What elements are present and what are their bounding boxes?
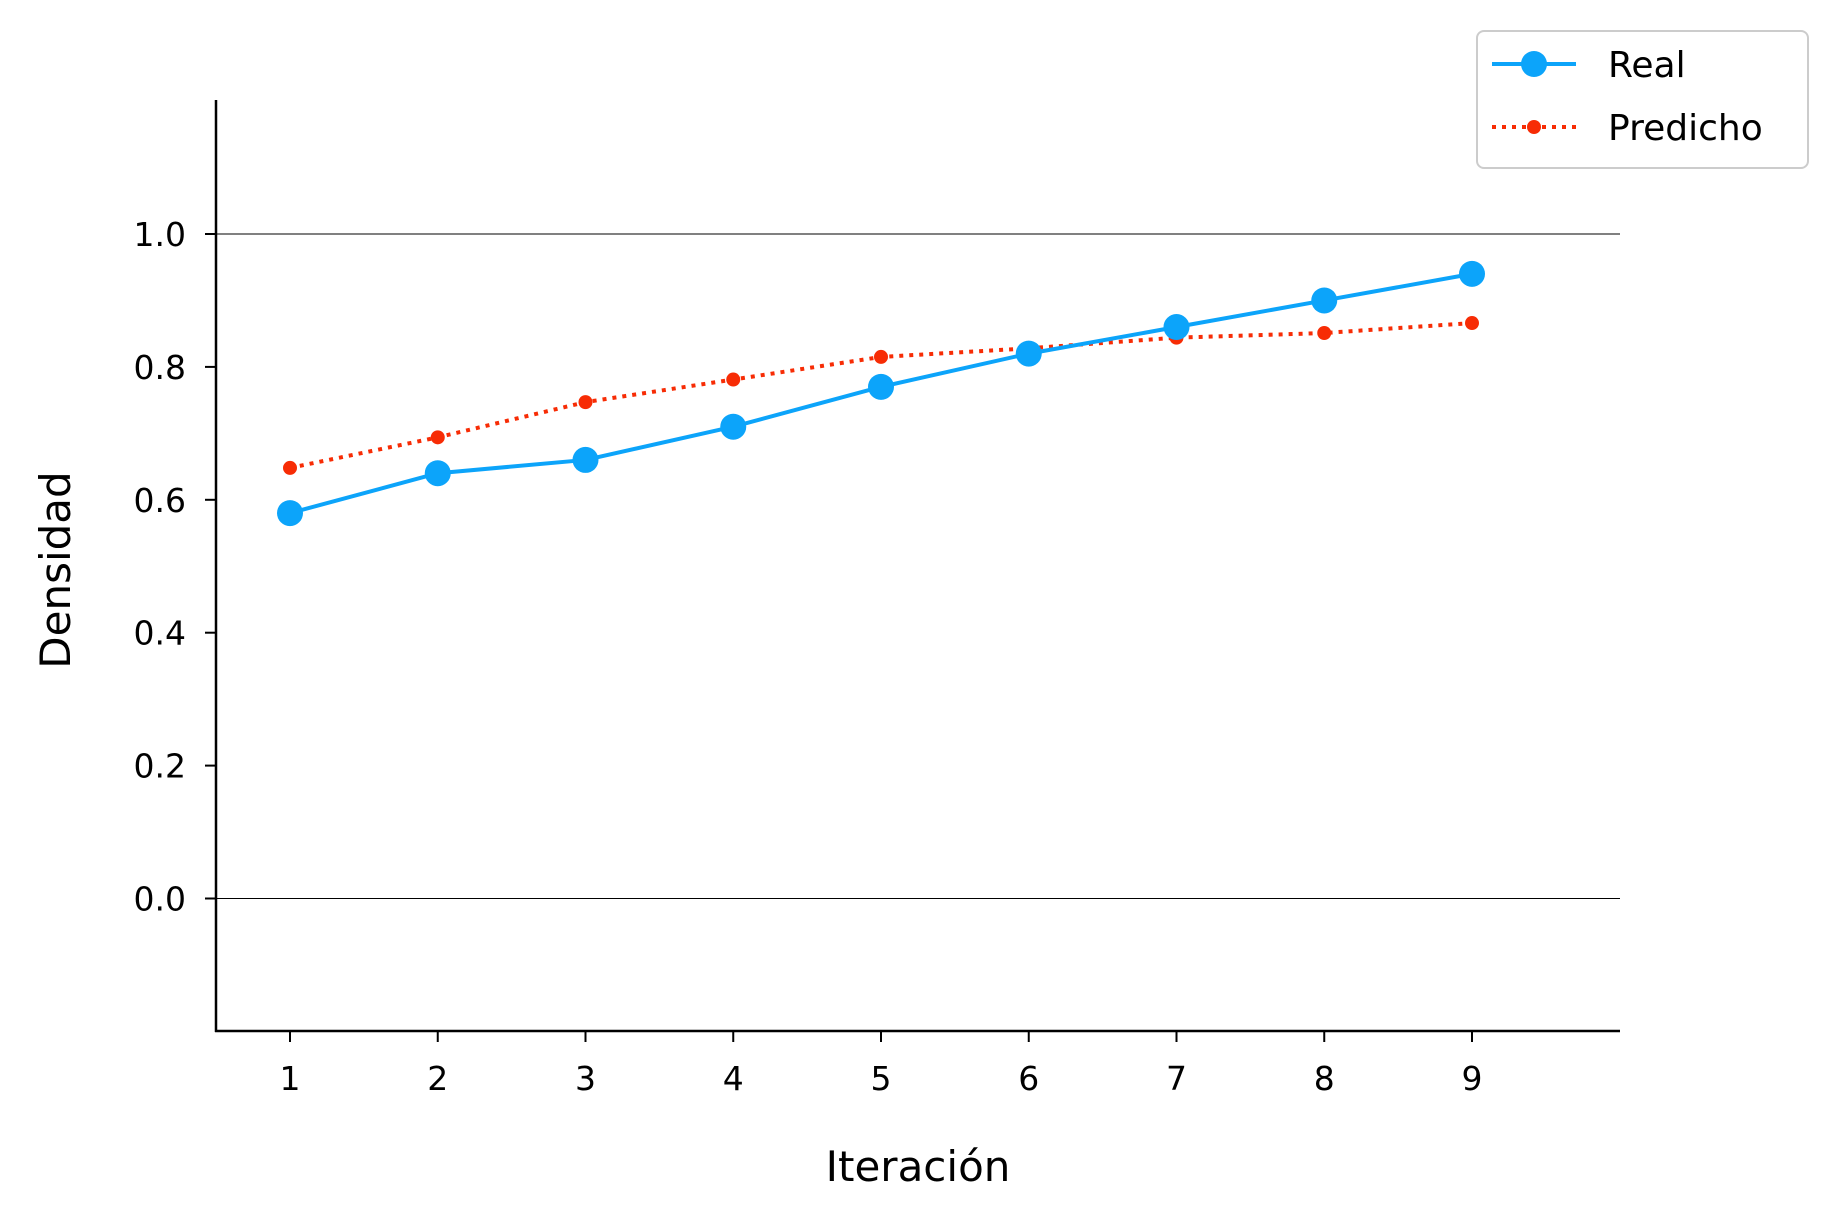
x-tick-label: 3 xyxy=(575,1059,596,1098)
data-point-real xyxy=(868,373,894,400)
axes xyxy=(214,100,1620,1033)
data-point-predicho xyxy=(874,349,888,364)
x-tick-label: 4 xyxy=(723,1059,744,1098)
data-point-real xyxy=(277,500,303,527)
x-tick-label: 9 xyxy=(1462,1059,1483,1098)
y-tick-label: 0.0 xyxy=(134,880,186,919)
y-tick-label: 0.6 xyxy=(134,481,186,520)
x-axis-label: Iteración xyxy=(826,1142,1011,1191)
data-point-real xyxy=(572,446,599,473)
legend-marker-predicho xyxy=(1527,120,1541,134)
x-tick-label: 1 xyxy=(280,1059,301,1098)
y-ticks: 0.0 0.2 0.4 0.6 0.8 1.0 xyxy=(134,215,216,919)
x-tick-label: 7 xyxy=(1166,1059,1187,1098)
data-point-predicho xyxy=(578,395,593,410)
data-point-real xyxy=(1015,340,1042,367)
legend-label-real: Real xyxy=(1608,45,1686,86)
x-tick-label: 8 xyxy=(1314,1059,1335,1098)
x-ticks: 1 2 3 4 5 6 7 8 9 xyxy=(280,1031,1483,1098)
x-tick-label: 2 xyxy=(427,1059,448,1098)
data-point-real xyxy=(1163,314,1190,341)
data-point-real xyxy=(720,413,747,440)
data-point-predicho xyxy=(726,372,741,387)
data-point-predicho xyxy=(430,430,445,445)
reference-lines xyxy=(216,233,1620,899)
data-point-predicho xyxy=(1465,316,1479,331)
x-tick-label: 5 xyxy=(871,1059,892,1098)
data-point-predicho xyxy=(283,460,297,475)
y-tick-label: 0.8 xyxy=(134,348,186,387)
y-axis-label: Densidad xyxy=(31,471,80,668)
legend-label-predicho: Predicho xyxy=(1608,108,1763,149)
y-tick-label: 0.2 xyxy=(134,747,186,786)
series-layer xyxy=(277,260,1485,527)
data-point-real xyxy=(1459,260,1485,287)
data-point-real xyxy=(1311,287,1338,314)
data-point-real xyxy=(424,460,451,487)
legend: Real Predicho xyxy=(1476,30,1809,169)
legend-entries: Real Predicho xyxy=(1492,45,1763,149)
x-tick-label: 6 xyxy=(1018,1059,1039,1098)
data-point-predicho xyxy=(1317,326,1332,341)
legend-marker-real xyxy=(1521,51,1547,77)
y-tick-label: 1.0 xyxy=(134,215,186,254)
y-tick-label: 0.4 xyxy=(134,614,186,653)
